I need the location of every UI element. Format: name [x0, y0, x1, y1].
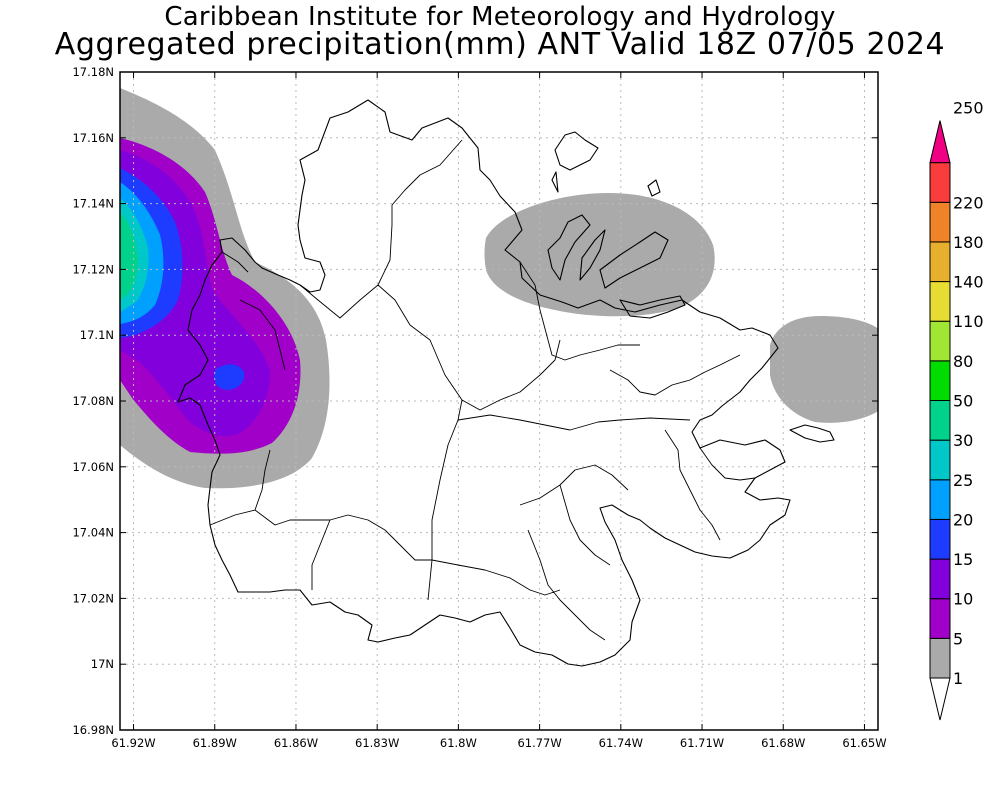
- y-tick-label: 17.06N: [72, 460, 114, 474]
- colorbar-label: 50: [953, 392, 973, 411]
- y-tick-label: 17.18N: [72, 65, 114, 79]
- colorbar-swatch: [929, 281, 951, 322]
- precip-area-west-coast: [120, 88, 330, 489]
- y-tick-label: 17N: [91, 657, 114, 671]
- colorbar-label: 110: [953, 312, 984, 331]
- colorbar-swatch: [929, 360, 951, 402]
- x-tick-label: 61.77W: [517, 736, 561, 750]
- y-tick-label: 17.08N: [72, 394, 114, 408]
- colorbar-label: 5: [953, 629, 963, 648]
- antigua-island-outline: [177, 99, 835, 667]
- x-tick-label: 61.92W: [111, 736, 155, 750]
- chart-subtitle: Aggregated precipitation(mm) ANT Valid 1…: [54, 27, 946, 62]
- north-east-islets: [547, 214, 686, 319]
- y-tick-label: 16.98N: [72, 723, 114, 737]
- colorbar-label: 250: [953, 99, 984, 118]
- colorbar-swatch: [929, 598, 951, 639]
- y-tick-label: 17.16N: [72, 131, 114, 145]
- precip-area-north-east: [484, 192, 715, 317]
- colorbar-swatch: [929, 400, 951, 441]
- colorbar-lower-arrow: [929, 677, 951, 721]
- colorbar-label: 10: [953, 590, 973, 609]
- colorbar-label: 15: [953, 550, 973, 569]
- antigua-coastline: [177, 99, 791, 667]
- precip-contour-15mm-local: [214, 364, 245, 390]
- colorbar-label: 20: [953, 510, 973, 529]
- y-tick-label: 17.1N: [80, 328, 114, 342]
- x-tick-label: 61.86W: [274, 736, 318, 750]
- y-axis: 17.18N 17.16N 17.14N 17.12N 17.1N 17.08N 17.06…: [72, 65, 878, 737]
- colorbar-swatch: [929, 558, 951, 600]
- colorbar-label: 180: [953, 233, 984, 252]
- colorbar-swatch: [929, 439, 951, 481]
- chart-title: Caribbean Institute for Meteorology and …: [164, 2, 836, 32]
- map-plot-area: [120, 72, 878, 730]
- colorbar-label: 30: [953, 431, 973, 450]
- east-islet: [789, 424, 835, 443]
- colorbar-swatch: [929, 201, 951, 243]
- colorbar-label: 80: [953, 352, 973, 371]
- colorbar-upper-arrow: [929, 120, 951, 164]
- y-tick-label: 17.02N: [72, 591, 114, 605]
- colorbar-swatch: [929, 162, 951, 203]
- parish-boundaries: [209, 139, 756, 641]
- colorbar-swatch: [929, 637, 951, 679]
- precip-area-east-edge: [770, 316, 878, 423]
- colorbar-label: 220: [953, 193, 984, 212]
- x-tick-label: 61.65W: [842, 736, 886, 750]
- y-tick-label: 17.04N: [72, 526, 114, 540]
- x-tick-label: 61.8W: [440, 736, 477, 750]
- colorbar-swatch: [929, 479, 951, 520]
- x-tick-label: 61.83W: [355, 736, 399, 750]
- colorbar-label: 25: [953, 471, 973, 490]
- y-tick-label: 17.12N: [72, 262, 114, 276]
- colorbar-label: 1: [953, 669, 963, 688]
- y-tick-label: 17.14N: [72, 197, 114, 211]
- x-tick-label: 61.71W: [680, 736, 724, 750]
- x-tick-label: 61.89W: [193, 736, 237, 750]
- x-tick-label: 61.68W: [761, 736, 805, 750]
- colorbar-label: 140: [953, 273, 984, 292]
- colorbar-swatch: [929, 320, 951, 362]
- map-grid: [120, 72, 878, 730]
- x-axis: 61.92W 61.89W 61.86W 61.83W 61.8W 61.77W 61.74…: [111, 72, 887, 750]
- colorbar-swatch: [929, 241, 951, 283]
- colorbar-swatch: [929, 518, 951, 560]
- x-tick-label: 61.74W: [599, 736, 643, 750]
- north-islets: [551, 131, 661, 197]
